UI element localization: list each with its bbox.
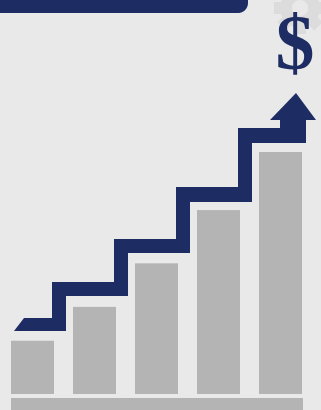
bar-group xyxy=(11,152,302,394)
bar-1 xyxy=(11,340,54,394)
baseline xyxy=(11,398,303,410)
bar-2 xyxy=(73,306,116,394)
bar-4 xyxy=(197,210,240,394)
gear-icon xyxy=(274,0,321,34)
rising-staircase-arrow-icon xyxy=(14,93,316,331)
bar-5 xyxy=(259,152,302,394)
dollar-sign-icon: $ xyxy=(275,0,315,86)
bar-3 xyxy=(135,263,178,394)
top-banner xyxy=(0,0,248,13)
